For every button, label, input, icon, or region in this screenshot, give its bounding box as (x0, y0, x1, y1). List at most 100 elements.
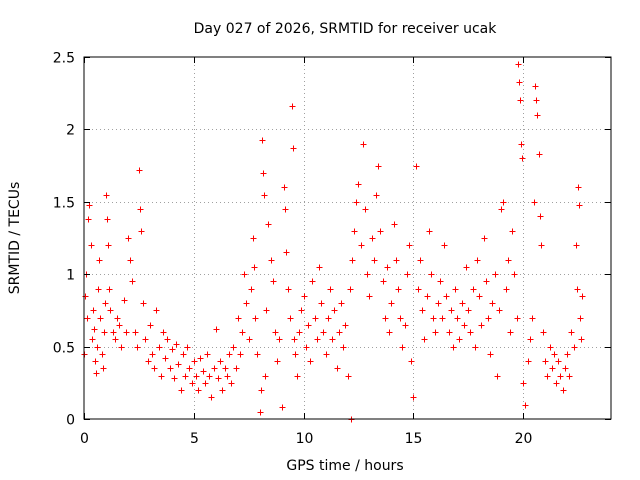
data-point (470, 286, 477, 293)
data-point (577, 315, 584, 322)
data-point (237, 351, 244, 358)
data-point (542, 358, 549, 365)
data-point (285, 286, 292, 293)
data-point (272, 329, 279, 336)
data-point (424, 293, 431, 300)
data-point (557, 373, 564, 380)
data-point (360, 141, 367, 148)
data-point (472, 344, 479, 351)
data-point (164, 336, 171, 343)
data-point (121, 297, 128, 304)
chart-title: Day 027 of 2026, SRMTID for receiver uca… (194, 21, 498, 37)
data-point (514, 315, 521, 322)
data-point (250, 235, 257, 242)
data-point (467, 329, 474, 336)
data-point (160, 329, 167, 336)
data-point (340, 344, 347, 351)
data-point (336, 329, 343, 336)
data-point (536, 151, 543, 158)
data-point (90, 307, 97, 314)
data-point (393, 257, 400, 264)
data-point (125, 235, 132, 242)
data-point (200, 368, 207, 375)
data-point (151, 365, 158, 372)
grid-layer (84, 57, 611, 419)
data-point (173, 341, 180, 348)
data-point (369, 235, 376, 242)
data-point (101, 329, 108, 336)
data-point (452, 286, 459, 293)
data-point (251, 264, 258, 271)
data-point (386, 329, 393, 336)
data-point (100, 365, 107, 372)
data-point (553, 380, 560, 387)
data-point (241, 271, 248, 278)
data-point (301, 293, 308, 300)
data-point (448, 307, 455, 314)
data-point (116, 322, 123, 329)
data-point (525, 358, 532, 365)
data-point (404, 271, 411, 278)
data-point (289, 103, 296, 110)
data-point (511, 271, 518, 278)
data-point (351, 228, 358, 235)
data-point (175, 361, 182, 368)
data-point (509, 228, 516, 235)
data-point (518, 141, 525, 148)
data-point (252, 315, 259, 322)
data-point (564, 351, 571, 358)
data-point (110, 329, 117, 336)
data-point (167, 365, 174, 372)
data-point (384, 264, 391, 271)
data-point (312, 315, 319, 322)
data-point (191, 358, 198, 365)
data-point (408, 358, 415, 365)
data-point (450, 344, 457, 351)
data-point (459, 300, 466, 307)
data-point (395, 286, 402, 293)
data-point (99, 351, 106, 358)
y-tick-label: 1.5 (53, 196, 75, 212)
data-point (258, 387, 265, 394)
data-point (575, 184, 582, 191)
y-tick-label: 0 (66, 413, 75, 429)
data-point (138, 228, 145, 235)
data-point (189, 380, 196, 387)
plot-frame (83, 56, 612, 420)
data-point (520, 380, 527, 387)
data-point (483, 278, 490, 285)
data-point (519, 155, 526, 162)
data-point (517, 97, 524, 104)
data-point (102, 300, 109, 307)
data-point (334, 365, 341, 372)
data-point (105, 242, 112, 249)
data-point (323, 351, 330, 358)
data-point (254, 351, 261, 358)
data-point (248, 286, 255, 293)
data-point (213, 326, 220, 333)
data-point (345, 373, 352, 380)
data-point (503, 286, 510, 293)
data-point (478, 322, 485, 329)
data-point (91, 326, 98, 333)
data-point (94, 344, 101, 351)
data-point (263, 307, 270, 314)
data-point (399, 344, 406, 351)
data-point (262, 373, 269, 380)
data-point (566, 373, 573, 380)
data-point (291, 336, 298, 343)
data-point (489, 300, 496, 307)
data-point (432, 329, 439, 336)
data-point (443, 293, 450, 300)
data-point (406, 242, 413, 249)
data-point (82, 293, 89, 300)
data-point (84, 315, 91, 322)
data-point (579, 293, 586, 300)
data-point (86, 202, 93, 209)
data-point (327, 286, 334, 293)
data-point (149, 351, 156, 358)
data-point (118, 344, 125, 351)
data-point (257, 409, 264, 416)
data-point (281, 184, 288, 191)
